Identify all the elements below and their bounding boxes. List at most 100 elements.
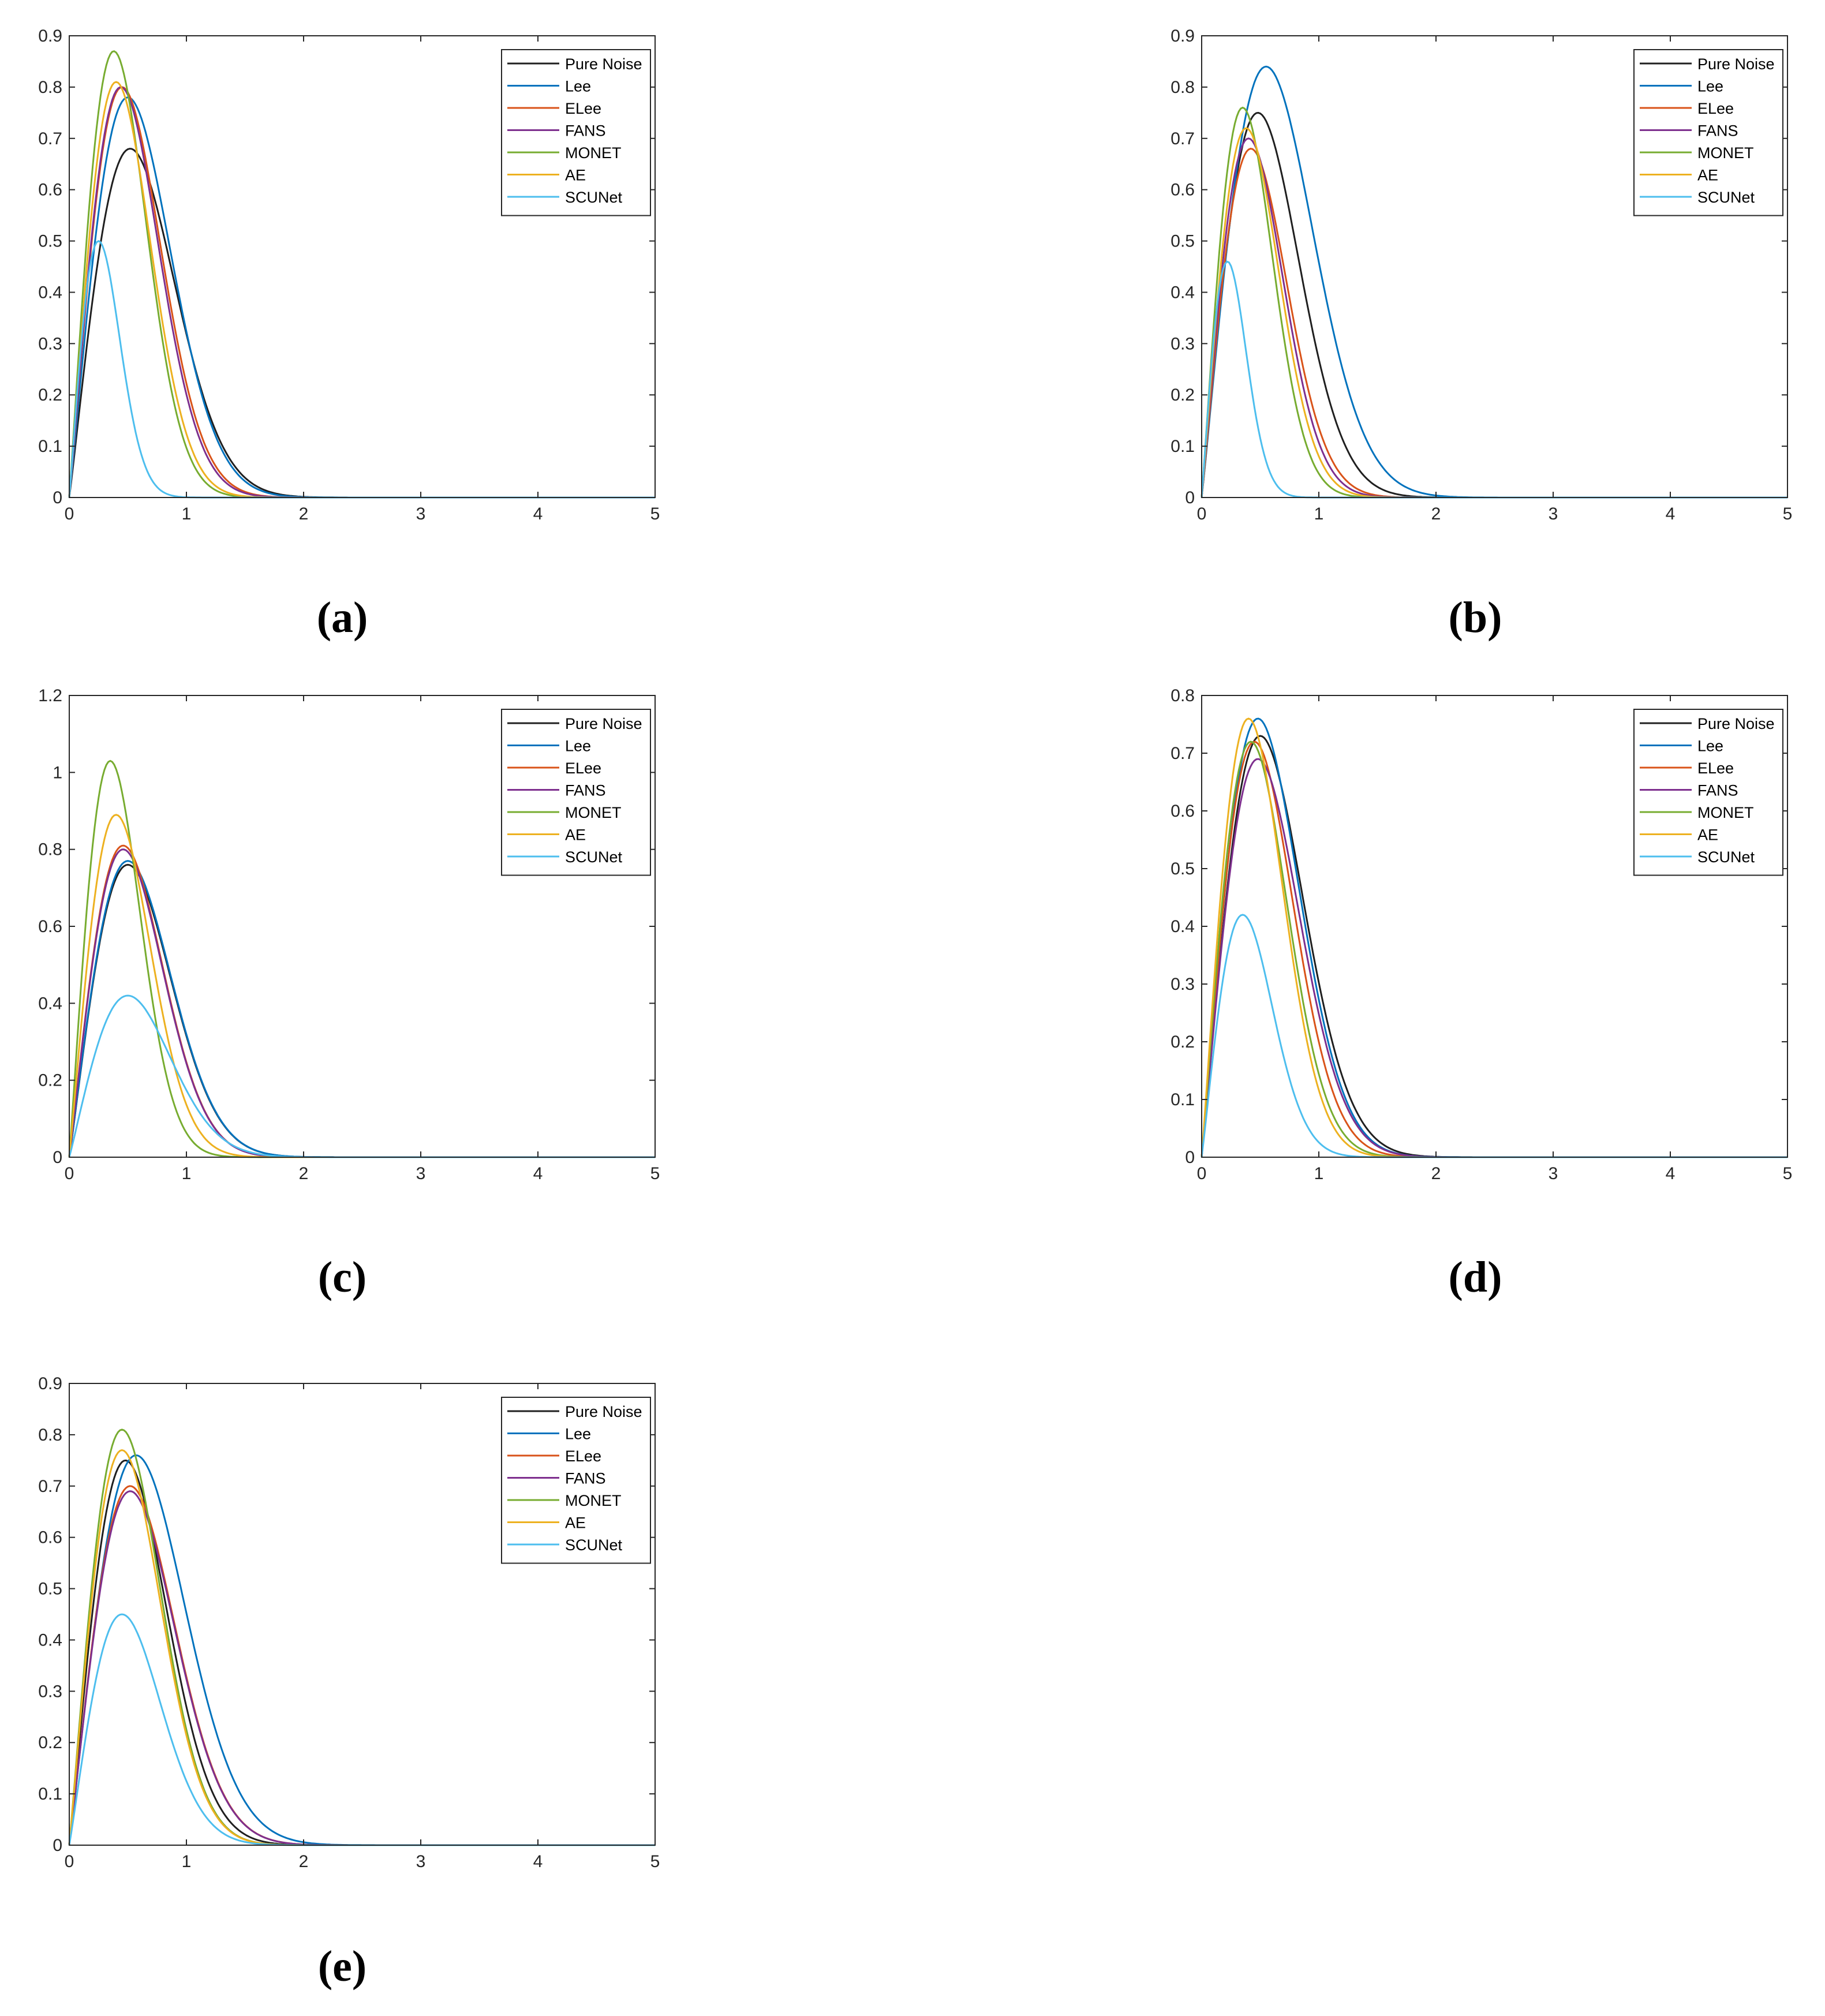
y-tick-label: 0.4 [38, 994, 62, 1013]
series-line-scunet [1201, 914, 1787, 1158]
x-tick-label: 5 [1783, 1164, 1793, 1183]
legend-label-fans: FANS [1697, 122, 1738, 140]
axes-box [69, 35, 656, 498]
y-tick-label: 0.9 [1170, 27, 1195, 46]
y-tick-label: 0.7 [1170, 744, 1195, 763]
y-tick-label: 0.5 [38, 232, 62, 251]
y-tick-label: 0.3 [38, 1682, 62, 1701]
legend-label-elee: ELee [1697, 760, 1734, 777]
y-tick-label: 0.2 [38, 1733, 62, 1752]
legend-label-pure-noise: Pure Noise [565, 715, 642, 732]
y-tick-label: 0.8 [38, 840, 62, 859]
legend: Pure Noise Lee ELee FANS MONET AE SCUNet [501, 49, 651, 216]
legend: Pure Noise Lee ELee FANS MONET AE SCUNet [1633, 49, 1783, 216]
legend-label-lee: Lee [1697, 738, 1723, 755]
legend-label-lee: Lee [565, 1426, 591, 1443]
legend-label-pure-noise: Pure Noise [1697, 55, 1775, 73]
legend-label-elee: ELee [1697, 100, 1734, 117]
axes-box [69, 1383, 656, 1846]
legend-label-scunet: SCUNet [565, 848, 623, 866]
legend-label-pure-noise: Pure Noise [1697, 715, 1775, 732]
y-tick-label: 0.5 [38, 1580, 62, 1599]
x-tick-label: 4 [1666, 504, 1676, 523]
legend-label-lee: Lee [565, 738, 591, 755]
series-line-scunet [68, 240, 655, 499]
series-line-elee [68, 844, 655, 1158]
y-tick-label: 0.7 [38, 1477, 62, 1496]
y-tick-label: 0.6 [38, 917, 62, 936]
legend-label-fans: FANS [565, 122, 606, 140]
legend-label-monet: MONET [1697, 144, 1754, 162]
legend-label-pure-noise: Pure Noise [565, 55, 642, 73]
legend-box [1633, 49, 1783, 216]
panel-caption: (e) [318, 1942, 367, 1991]
legend-label-scunet: SCUNet [1697, 848, 1755, 866]
legend-label-monet: MONET [565, 144, 622, 162]
legend-label-monet: MONET [565, 1492, 622, 1509]
y-tick-label: 0.4 [38, 283, 62, 302]
y-tick-label: 1.2 [38, 686, 62, 705]
x-tick-label: 3 [416, 1852, 426, 1871]
x-tick-label: 4 [1666, 1164, 1676, 1183]
legend-label-lee: Lee [1697, 78, 1723, 95]
x-tick-label: 2 [1431, 504, 1441, 523]
y-tick-label: 0.1 [1170, 1090, 1195, 1109]
legend-box [1633, 709, 1783, 876]
x-tick-label: 1 [182, 1164, 192, 1183]
x-tick-label: 0 [65, 1164, 74, 1183]
y-tick-label: 0.4 [38, 1630, 62, 1650]
y-tick-label: 0 [53, 1148, 62, 1167]
legend: Pure Noise Lee ELee FANS MONET AE SCUNet [501, 709, 651, 876]
legend-label-elee: ELee [565, 1448, 601, 1465]
x-tick-label: 5 [1783, 504, 1793, 523]
x-tick-label: 1 [1314, 1164, 1324, 1183]
x-tick-label: 2 [299, 504, 309, 523]
y-tick-label: 0.5 [1170, 859, 1195, 878]
x-tick-label: 5 [650, 1852, 660, 1871]
x-tick-label: 2 [299, 1164, 309, 1183]
legend-label-elee: ELee [565, 100, 601, 117]
x-tick-label: 4 [533, 1164, 543, 1183]
y-tick-label: 0.6 [38, 1528, 62, 1547]
legend-label-ae: AE [1697, 167, 1718, 184]
legend-label-fans: FANS [565, 782, 606, 799]
x-tick-label: 1 [182, 1852, 192, 1871]
legend-box [501, 1397, 651, 1564]
legend: Pure Noise Lee ELee FANS MONET AE SCUNet [1633, 709, 1783, 876]
legend-label-scunet: SCUNet [565, 1536, 623, 1554]
chart-panel-b: 0 1 2 3 4 5 0 0.1 0.2 0.3 0.4 0.5 0.6 0.7 0.8 0.9 Pure N… [1170, 27, 1792, 642]
legend-label-ae: AE [565, 1514, 586, 1532]
y-tick-label: 0 [1185, 1148, 1195, 1167]
legend-label-monet: MONET [1697, 804, 1754, 821]
panel-caption: (b) [1449, 593, 1502, 642]
legend: Pure Noise Lee ELee FANS MONET AE SCUNet [501, 1397, 651, 1564]
y-tick-label: 0.5 [1170, 232, 1195, 251]
series-line-lee [68, 860, 655, 1158]
y-tick-label: 0.2 [1170, 1033, 1195, 1052]
series-line-fans [68, 848, 655, 1158]
x-tick-label: 0 [1197, 504, 1207, 523]
panel-caption: (c) [318, 1253, 367, 1301]
legend-box [501, 49, 651, 216]
y-tick-label: 0.1 [38, 437, 62, 456]
y-tick-label: 0.6 [1170, 802, 1195, 821]
x-tick-label: 3 [416, 504, 426, 523]
series-line-scunet [68, 994, 655, 1158]
y-tick-label: 0.1 [38, 1785, 62, 1804]
y-tick-label: 1 [53, 763, 62, 782]
series-line-pure-noise [68, 863, 655, 1158]
x-tick-label: 2 [299, 1852, 309, 1871]
x-tick-label: 5 [650, 504, 660, 523]
y-tick-label: 0.3 [1170, 975, 1195, 994]
y-tick-label: 0.2 [38, 386, 62, 405]
x-tick-label: 3 [416, 1164, 426, 1183]
x-tick-label: 3 [1549, 504, 1558, 523]
y-tick-label: 0.2 [38, 1071, 62, 1090]
x-tick-label: 0 [1197, 1164, 1207, 1183]
y-tick-label: 0.8 [38, 1426, 62, 1445]
x-tick-label: 4 [533, 504, 543, 523]
legend-label-fans: FANS [1697, 782, 1738, 799]
x-tick-label: 1 [182, 504, 192, 523]
y-tick-label: 0.2 [1170, 386, 1195, 405]
y-tick-label: 0.8 [38, 78, 62, 97]
